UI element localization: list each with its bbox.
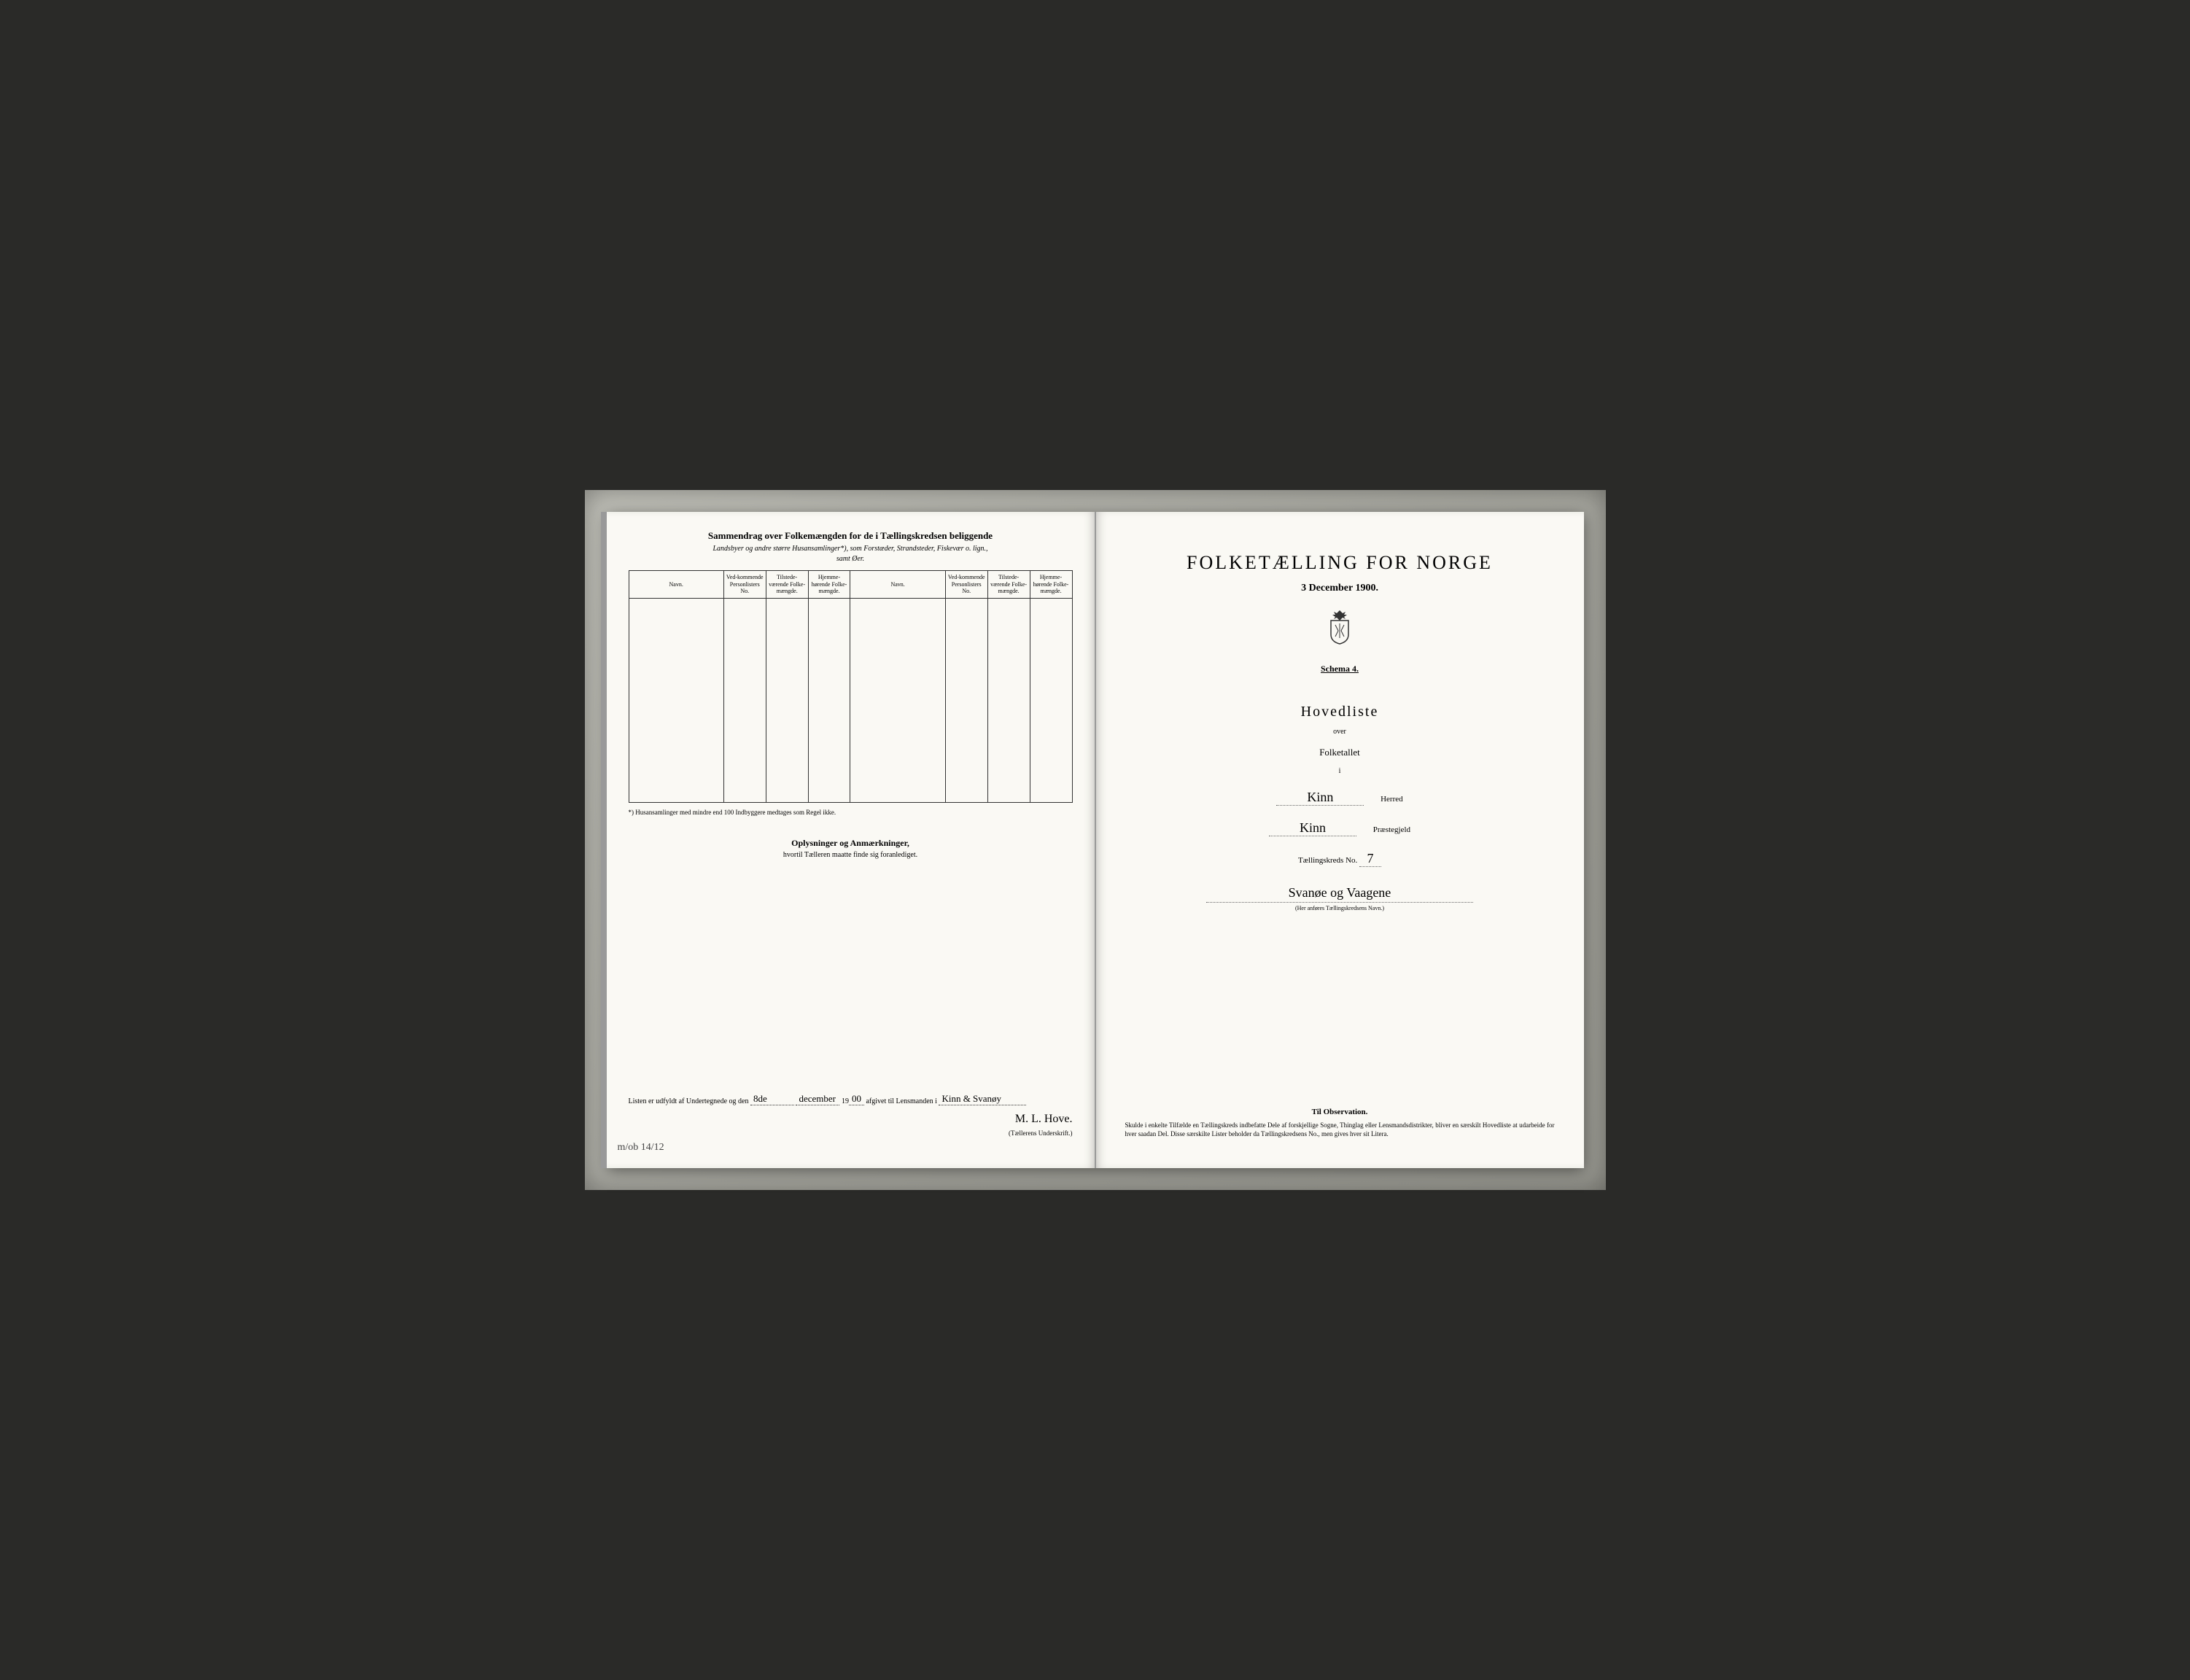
attest-mid: afgivet til Lensmanden i: [866, 1097, 936, 1105]
census-main-title: FOLKETÆLLING FOR NORGE: [1118, 552, 1562, 574]
remarks-title: Oplysninger og Anmærkninger,: [629, 838, 1073, 849]
summary-title: Sammendrag over Folkemængden for de i Tæ…: [629, 530, 1073, 542]
summary-subtitle-2: samt Øer.: [629, 555, 1073, 563]
herred-label: Herred: [1381, 795, 1403, 804]
census-date: 3 December 1900.: [1118, 583, 1562, 594]
right-page: FOLKETÆLLING FOR NORGE 3 December 1900. …: [1096, 512, 1584, 1168]
left-page: Sammendrag over Folkemængden for de i Tæ…: [607, 512, 1096, 1168]
kreds-name: Svanøe og Vaagene: [1206, 885, 1472, 903]
over-label: over: [1118, 728, 1562, 736]
crest-icon: [1325, 609, 1354, 645]
col-navn-1: Navn.: [629, 571, 723, 599]
folketallet-label: Folketallet: [1118, 747, 1562, 758]
remarks-sub: hvortil Tælleren maatte finde sig foranl…: [629, 851, 1073, 859]
praestegjeld-row: Kinn Præstegjeld: [1118, 820, 1562, 836]
attest-year-prefix: 19: [842, 1097, 849, 1105]
signature-block: M. L. Hove. (Tællerens Underskrift.): [629, 1113, 1073, 1139]
coat-of-arms: [1118, 609, 1562, 649]
attest-month: december: [796, 1093, 839, 1105]
kreds-no-value: 7: [1359, 851, 1381, 867]
i-label: i: [1118, 767, 1562, 775]
schema-label: Schema 4.: [1118, 664, 1562, 674]
col-hjemme-1: Hjemme-hørende Folke-mængde.: [808, 571, 850, 599]
observation-text: Skulde i enkelte Tilfælde en Tællingskre…: [1125, 1121, 1555, 1139]
bottom-attestation: Listen er udfyldt af Undertegnede og den…: [629, 1093, 1073, 1139]
book-spine-edge: [601, 512, 607, 1168]
praestegjeld-value: Kinn: [1269, 820, 1356, 836]
scan-frame: Sammendrag over Folkemængden for de i Tæ…: [585, 490, 1606, 1190]
attest-day: 8de: [750, 1093, 794, 1105]
kreds-no-label: Tællingskreds No.: [1298, 856, 1357, 865]
col-tilstede-1: Tilstede-værende Folke-mængde.: [766, 571, 808, 599]
corner-annotation: m/ob 14/12: [618, 1142, 664, 1154]
herred-row: Kinn Herred: [1118, 790, 1562, 806]
attest-prefix: Listen er udfyldt af Undertegnede og den: [629, 1097, 749, 1105]
col-navn-2: Navn.: [850, 571, 945, 599]
summary-table: Navn. Ved-kommende Personlisters No. Til…: [629, 570, 1073, 803]
observation-title: Til Observation.: [1125, 1108, 1555, 1116]
herred-value: Kinn: [1276, 790, 1364, 806]
col-hjemme-2: Hjemme-hørende Folke-mængde.: [1030, 571, 1072, 599]
col-tilstede-2: Tilstede-værende Folke-mængde.: [987, 571, 1030, 599]
observation-block: Til Observation. Skulde i enkelte Tilfæl…: [1125, 1108, 1555, 1139]
attest-year-suffix: 00: [849, 1093, 864, 1105]
summary-subtitle-1: Landsbyer og andre større Husansamlinger…: [629, 545, 1073, 553]
col-personlister-2: Ved-kommende Personlisters No.: [945, 571, 987, 599]
kreds-no-row: Tællingskreds No. 7: [1118, 851, 1562, 867]
hovedliste-title: Hovedliste: [1118, 704, 1562, 720]
kreds-hint: (Her anføres Tællingskredsens Navn.): [1118, 905, 1562, 911]
praestegjeld-label: Præstegjeld: [1373, 825, 1410, 834]
signature-name: M. L. Hove.: [1015, 1113, 1073, 1125]
signature-label: (Tællerens Underskrift.): [1009, 1129, 1072, 1137]
table-row: [629, 598, 1072, 802]
summary-footnote: *) Husansamlinger med mindre end 100 Ind…: [629, 809, 1073, 816]
col-personlister-1: Ved-kommende Personlisters No.: [723, 571, 766, 599]
attest-place: Kinn & Svanøy: [939, 1093, 1026, 1105]
book-spread: Sammendrag over Folkemængden for de i Tæ…: [607, 512, 1584, 1168]
